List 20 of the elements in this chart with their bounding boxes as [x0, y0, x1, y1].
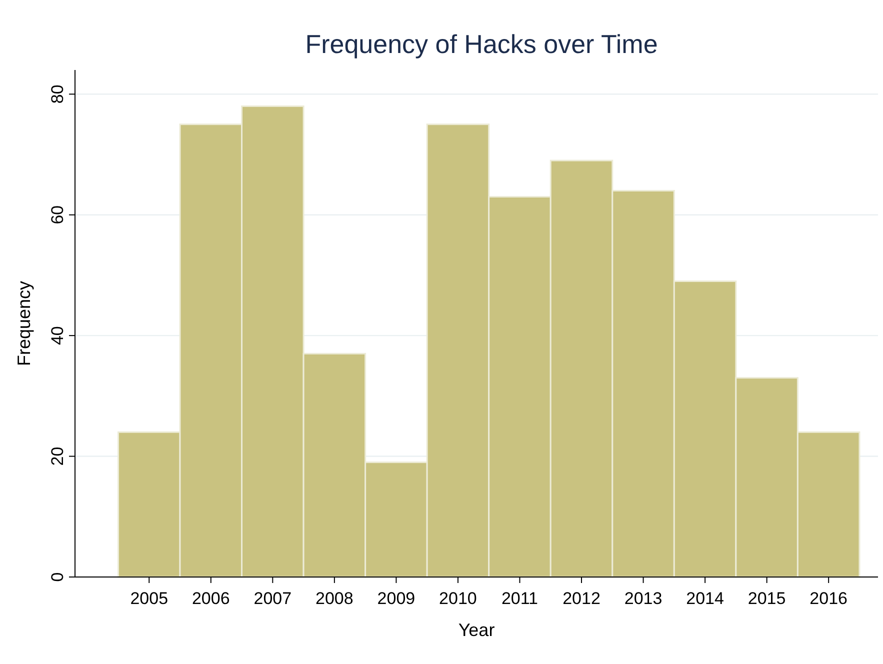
x-tick-label: 2012: [562, 589, 600, 608]
x-tick-label: 2009: [377, 589, 416, 608]
x-tick-label: 2007: [254, 589, 292, 608]
x-tick-label: 2010: [439, 589, 477, 608]
x-tick-label: 2013: [624, 589, 662, 608]
x-tick-label: 2015: [748, 589, 786, 608]
x-tick-label: 2005: [130, 589, 168, 608]
y-tick-label: 0: [48, 572, 67, 582]
y-tick-label: 40: [48, 326, 67, 346]
x-tick-label: 2014: [686, 589, 724, 608]
chart-title: Frequency of Hacks over Time: [305, 29, 658, 59]
x-tick-label: 2011: [501, 589, 538, 608]
x-tick-label: 2006: [192, 589, 230, 608]
y-tick-label: 80: [48, 84, 67, 104]
x-tick-label: 2016: [810, 589, 848, 608]
x-axis-title: Year: [458, 620, 495, 640]
y-tick-label: 60: [48, 205, 67, 224]
y-axis-title: Frequency: [14, 280, 34, 366]
y-tick-label: 20: [48, 446, 67, 466]
x-tick-label: 2008: [316, 589, 354, 608]
